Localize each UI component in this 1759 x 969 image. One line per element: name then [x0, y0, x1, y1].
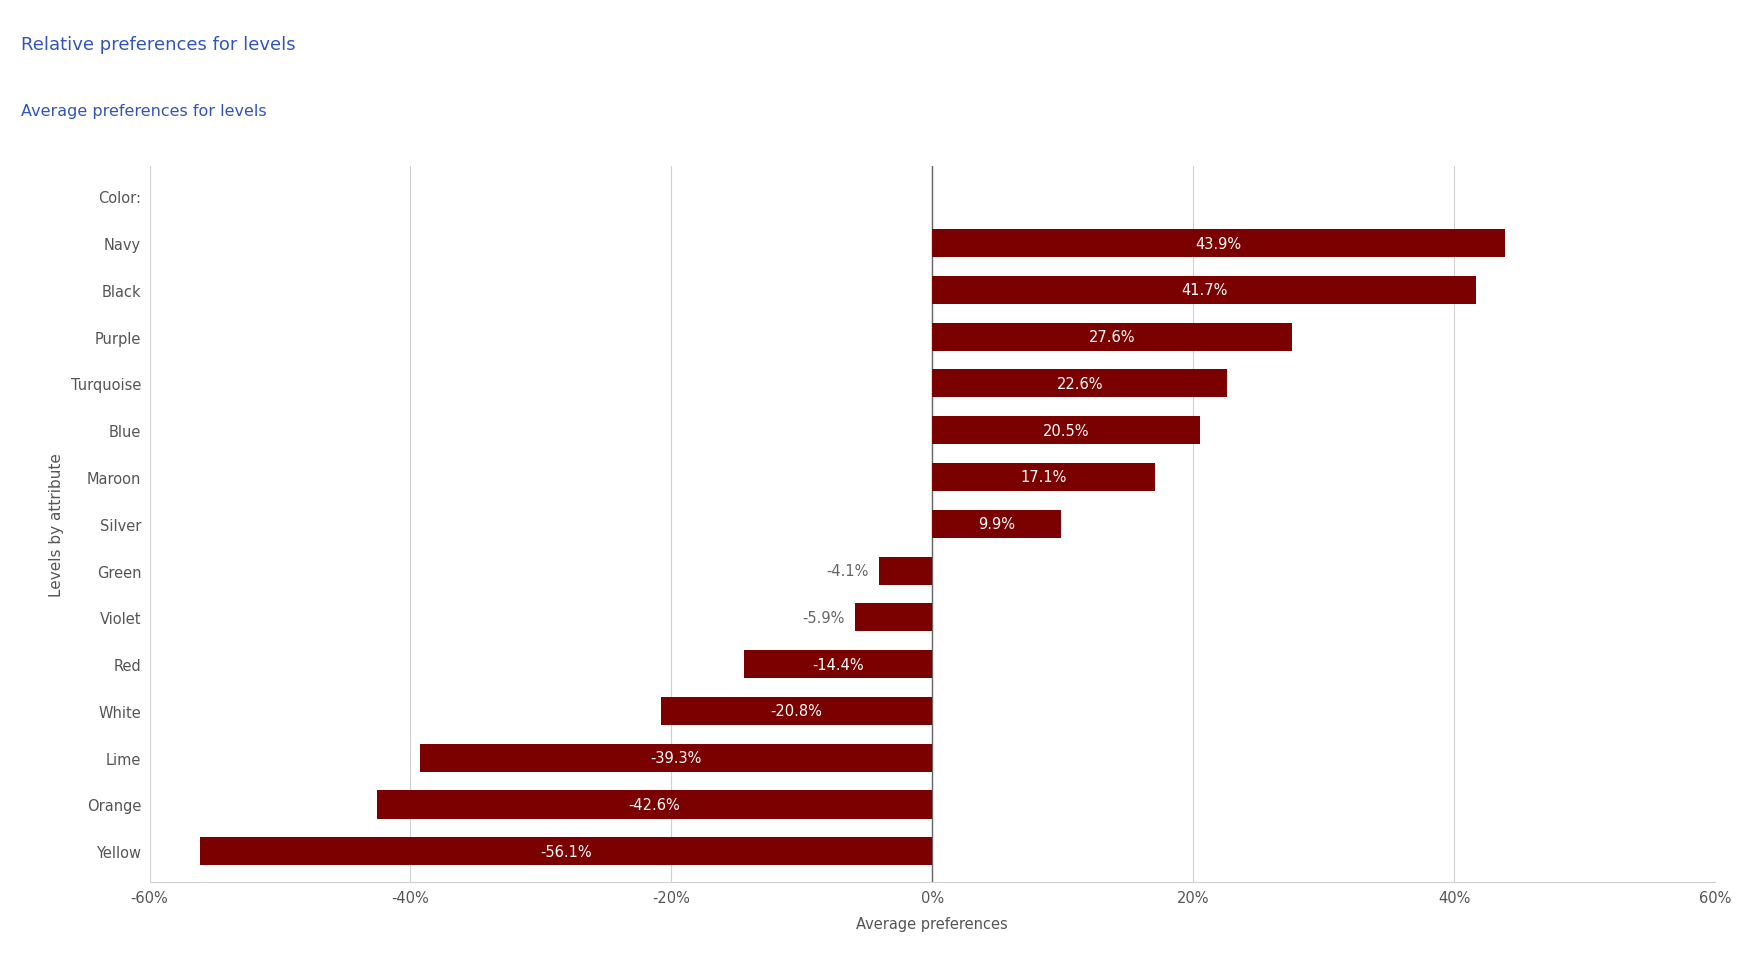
- Text: 43.9%: 43.9%: [1196, 236, 1242, 251]
- Text: Average preferences for levels: Average preferences for levels: [21, 104, 267, 118]
- Text: 22.6%: 22.6%: [1057, 377, 1103, 391]
- Text: -20.8%: -20.8%: [770, 703, 823, 719]
- X-axis label: Average preferences: Average preferences: [857, 917, 1008, 931]
- Text: -4.1%: -4.1%: [827, 564, 869, 578]
- Bar: [880, 557, 932, 585]
- Text: 20.5%: 20.5%: [1043, 423, 1089, 438]
- Text: -56.1%: -56.1%: [540, 844, 593, 859]
- Bar: [932, 511, 1061, 538]
- Text: -42.6%: -42.6%: [628, 797, 681, 812]
- Bar: [744, 650, 932, 678]
- Bar: [855, 604, 932, 632]
- Text: 41.7%: 41.7%: [1180, 283, 1228, 298]
- Bar: [376, 791, 932, 819]
- Bar: [932, 324, 1293, 352]
- Text: -14.4%: -14.4%: [813, 657, 864, 672]
- Text: Relative preferences for levels: Relative preferences for levels: [21, 36, 296, 53]
- Text: -39.3%: -39.3%: [651, 750, 702, 766]
- Bar: [932, 463, 1156, 491]
- Text: -5.9%: -5.9%: [802, 610, 844, 625]
- Bar: [932, 417, 1200, 445]
- Text: 27.6%: 27.6%: [1089, 329, 1136, 345]
- Bar: [201, 837, 932, 865]
- Text: 9.9%: 9.9%: [978, 516, 1015, 532]
- Bar: [420, 744, 932, 772]
- Bar: [932, 230, 1506, 258]
- Bar: [932, 370, 1228, 398]
- Bar: [932, 276, 1476, 304]
- Bar: [661, 697, 932, 725]
- Text: 17.1%: 17.1%: [1020, 470, 1068, 484]
- Y-axis label: Levels by attribute: Levels by attribute: [49, 453, 65, 596]
